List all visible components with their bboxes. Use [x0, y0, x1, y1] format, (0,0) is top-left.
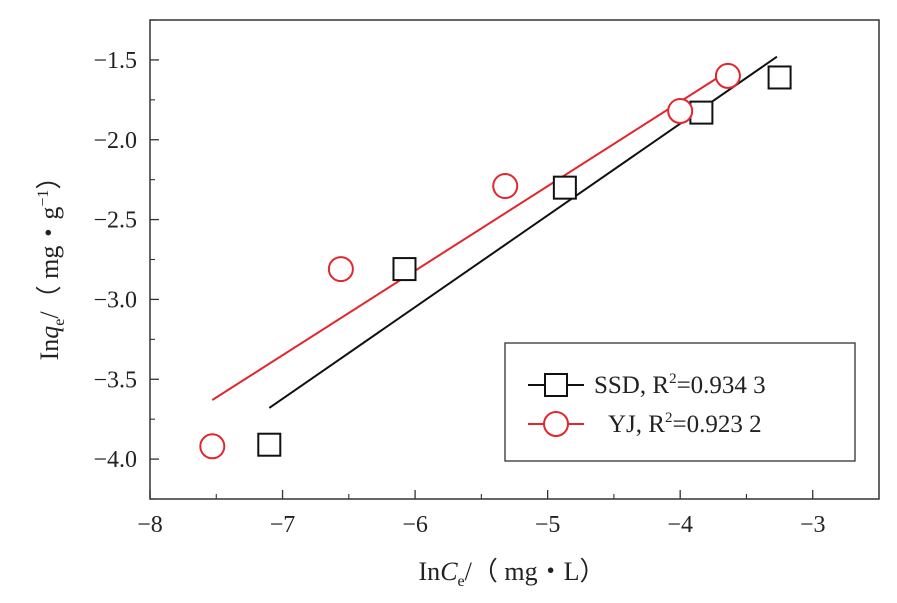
ticks: −8 −7 −6 −5 −4 −3 −4.0 −3.5 −3.0 −2.5 −2.0 −1.5: [93, 19, 826, 538]
yj-data-point: [199, 433, 226, 460]
legend-ssd-r: R: [652, 372, 669, 399]
x-axis-title: InCe/（ mg・L）: [419, 557, 606, 590]
legend-yj-sep: ,: [636, 411, 649, 438]
x-tick-label: −3: [800, 512, 826, 538]
yj-data-point: [492, 173, 519, 200]
y-axis-title-var: q: [35, 326, 64, 339]
x-axis-title-var: C: [440, 557, 458, 586]
legend: SSD, R2=0.934 3 YJ, R2=0.923 2: [504, 342, 856, 462]
y-tick-label: −1.5: [93, 48, 137, 74]
data-markers: [199, 62, 792, 460]
legend-yj-name: YJ: [608, 411, 636, 438]
legend-yj-value: =0.923 2: [672, 411, 761, 438]
legend-yj-label: YJ, R2=0.923 2: [608, 410, 762, 438]
legend-ssd-label: SSD, R2=0.934 3: [594, 371, 766, 399]
x-tick-label: −6: [402, 512, 428, 538]
y-axis-title: Inqe/（ mg・g−1）: [35, 164, 68, 361]
x-axis-title-prefix: In: [419, 557, 441, 586]
legend-box: [504, 342, 856, 462]
legend-ssd-marker: [544, 373, 568, 397]
y-axis-title-sub: e: [51, 319, 68, 326]
ssd-data-point: [257, 432, 282, 457]
y-axis-title-unit: /（ mg・g: [35, 207, 64, 319]
y-tick-label: −3.5: [93, 367, 137, 393]
legend-yj-sup: 2: [665, 410, 673, 426]
legend-yj-r: R: [648, 411, 665, 438]
y-tick-label: −4.0: [93, 447, 137, 473]
ssd-data-point: [552, 175, 577, 200]
y-axis-title-close: ）: [35, 164, 64, 190]
legend-ssd-name: SSD: [594, 372, 640, 399]
y-axis-title-sup: −1: [35, 190, 52, 207]
x-axis-title-sub: e: [458, 573, 465, 590]
yj-data-point: [327, 256, 354, 283]
x-tick-label: −5: [535, 512, 561, 538]
legend-yj-marker: [543, 411, 569, 437]
x-tick-label: −7: [270, 512, 296, 538]
ssd-data-point: [689, 100, 714, 125]
yj-data-point: [714, 62, 741, 89]
x-tick-label: −8: [137, 512, 163, 538]
x-tick-label: −4: [667, 512, 693, 538]
x-axis-title-unit: /（ mg・L）: [465, 557, 606, 586]
y-tick-label: −2.5: [93, 208, 137, 234]
legend-ssd-sep: ,: [640, 372, 653, 399]
legend-ssd-value: =0.934 3: [677, 372, 766, 399]
legend-ssd-sup: 2: [669, 371, 677, 387]
y-tick-label: −3.0: [93, 287, 137, 313]
y-axis-title-prefix: In: [35, 339, 64, 361]
ssd-data-point: [392, 257, 417, 282]
yj-fit-line: [211, 68, 732, 401]
y-tick-label: −2.0: [93, 128, 137, 154]
yj-data-point: [667, 98, 694, 125]
ssd-data-point: [767, 65, 792, 90]
